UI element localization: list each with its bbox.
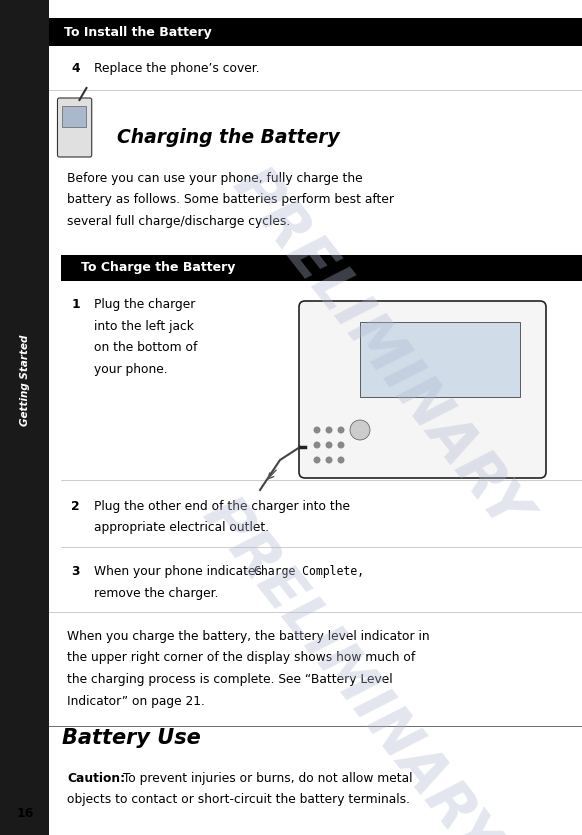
Text: Battery Use: Battery Use: [62, 728, 201, 748]
Circle shape: [338, 442, 345, 448]
Text: the charging process is complete. See “Battery Level: the charging process is complete. See “B…: [68, 673, 393, 686]
Text: into the left jack: into the left jack: [94, 320, 194, 332]
Text: objects to contact or short-circuit the battery terminals.: objects to contact or short-circuit the …: [68, 793, 410, 807]
Circle shape: [314, 457, 321, 463]
Text: 3: 3: [72, 565, 80, 578]
Bar: [0, 0, 49, 835]
Text: PRELIMINARY: PRELIMINARY: [221, 158, 538, 542]
Text: battery as follows. Some batteries perform best after: battery as follows. Some batteries perfo…: [68, 194, 395, 206]
Text: Getting Started: Getting Started: [20, 334, 30, 426]
Text: To Install the Battery: To Install the Battery: [65, 26, 212, 38]
Bar: [360, 322, 520, 397]
Circle shape: [350, 420, 370, 440]
Text: on the bottom of: on the bottom of: [94, 341, 198, 354]
Text: Plug the other end of the charger into the: Plug the other end of the charger into t…: [94, 500, 350, 513]
Bar: [49, 18, 582, 46]
Text: Indicator” on page 21.: Indicator” on page 21.: [68, 695, 205, 707]
Text: several full charge/discharge cycles.: several full charge/discharge cycles.: [68, 215, 291, 228]
Text: Plug the charger: Plug the charger: [94, 298, 196, 311]
Text: your phone.: your phone.: [94, 362, 168, 376]
Text: To Charge the Battery: To Charge the Battery: [81, 261, 236, 275]
FancyBboxPatch shape: [58, 98, 92, 157]
Text: 2: 2: [72, 500, 80, 513]
Circle shape: [325, 442, 332, 448]
Text: Before you can use your phone, fully charge the: Before you can use your phone, fully cha…: [68, 172, 363, 185]
Text: Replace the phone’s cover.: Replace the phone’s cover.: [94, 62, 260, 75]
Text: 1: 1: [72, 298, 80, 311]
Circle shape: [338, 427, 345, 433]
Text: Charge Complete,: Charge Complete,: [254, 565, 364, 578]
Text: appropriate electrical outlet.: appropriate electrical outlet.: [94, 522, 269, 534]
Circle shape: [325, 427, 332, 433]
Text: When your phone indicates: When your phone indicates: [94, 565, 267, 578]
Circle shape: [314, 427, 321, 433]
Circle shape: [325, 457, 332, 463]
Text: To prevent injuries or burns, do not allow metal: To prevent injuries or burns, do not all…: [119, 772, 413, 785]
Text: When you charge the battery, the battery level indicator in: When you charge the battery, the battery…: [68, 630, 430, 643]
FancyBboxPatch shape: [299, 301, 546, 478]
Text: Charging the Battery: Charging the Battery: [118, 128, 340, 147]
Text: PRELIMINARY: PRELIMINARY: [191, 488, 509, 835]
Text: the upper right corner of the display shows how much of: the upper right corner of the display sh…: [68, 651, 416, 665]
Text: remove the charger.: remove the charger.: [94, 586, 219, 600]
Text: 4: 4: [72, 62, 80, 75]
Text: Caution:: Caution:: [68, 772, 126, 785]
Bar: [62, 106, 86, 127]
Circle shape: [338, 457, 345, 463]
Text: 16: 16: [16, 807, 34, 820]
Circle shape: [314, 442, 321, 448]
Bar: [62, 255, 582, 281]
